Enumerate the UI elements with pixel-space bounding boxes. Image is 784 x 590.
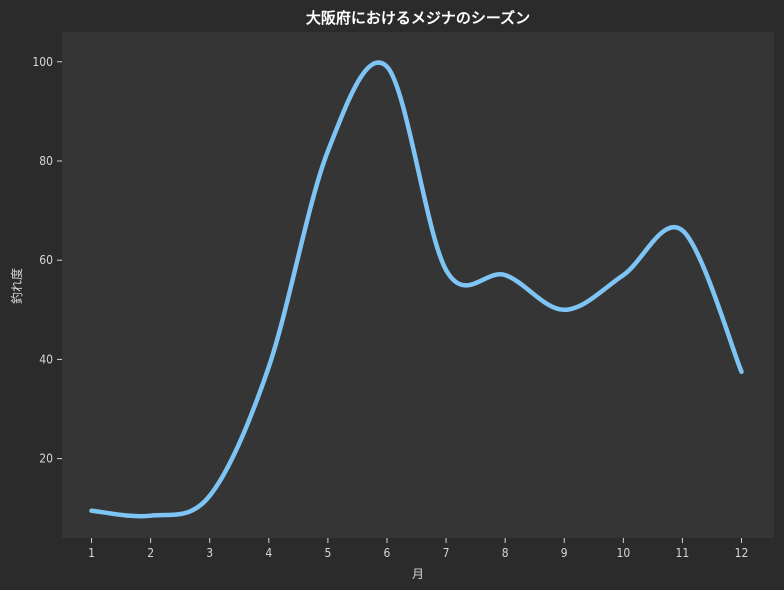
chart-title: 大阪府におけるメジナのシーズン [306, 9, 530, 27]
x-tick-label: 5 [324, 546, 331, 560]
x-tick-label: 12 [735, 546, 749, 560]
x-tick-label: 9 [561, 546, 568, 560]
x-tick-label: 4 [265, 546, 272, 560]
x-tick-label: 3 [206, 546, 213, 560]
y-tick-label: 80 [39, 154, 53, 168]
series-line [89, 60, 744, 519]
x-tick-label: 1 [88, 546, 95, 560]
y-axis: 20 40 60 80 100 [32, 55, 62, 466]
x-axis-label: 月 [412, 567, 424, 581]
x-tick-label: 8 [502, 546, 509, 560]
x-tick-label: 2 [147, 546, 154, 560]
x-axis: 1 2 3 4 5 6 7 8 9 10 11 12 [88, 538, 748, 560]
x-tick-label: 7 [443, 546, 450, 560]
plot-background [62, 32, 774, 538]
y-axis-label: 釣れ度 [9, 268, 24, 304]
x-tick-label: 6 [384, 546, 391, 560]
y-tick-label: 60 [39, 253, 53, 267]
x-tick-label: 10 [616, 546, 630, 560]
y-tick-label: 40 [39, 352, 53, 366]
y-tick-label: 100 [32, 55, 53, 69]
x-tick-label: 11 [676, 546, 690, 560]
y-tick-label: 20 [39, 452, 53, 466]
